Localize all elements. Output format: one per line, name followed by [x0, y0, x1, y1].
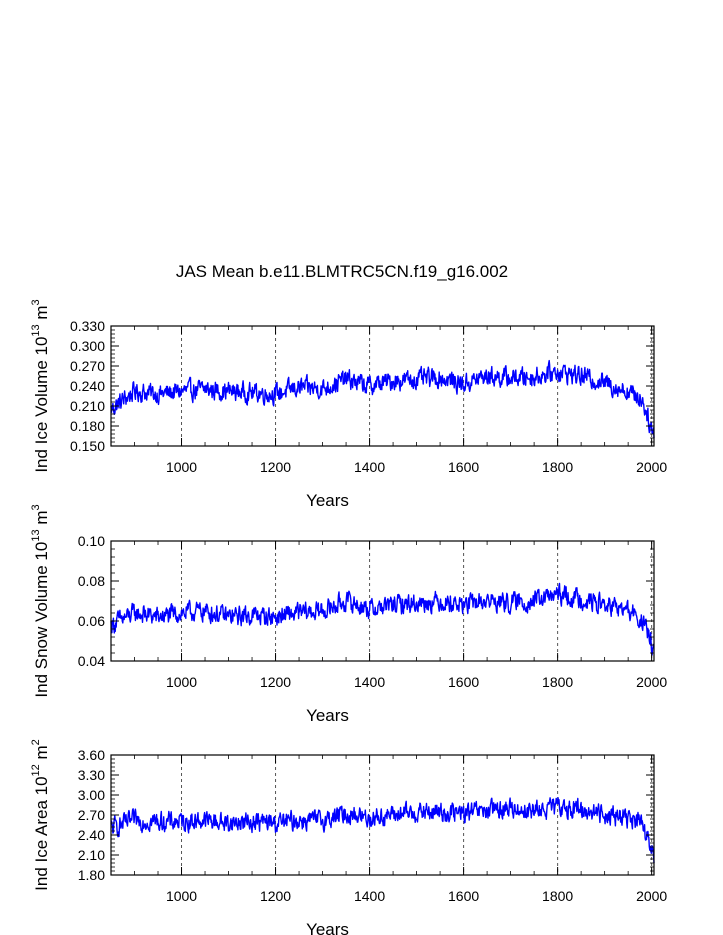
x-axis-title: Years: [306, 491, 349, 510]
series-line: [110, 797, 655, 864]
y-axis-title-unit: m: [32, 511, 51, 530]
y-tick-label: 0.240: [70, 378, 105, 394]
chart-title: JAS Mean b.e11.BLMTRC5CN.f19_g16.002: [176, 262, 508, 281]
series-line: [110, 582, 655, 656]
x-tick-label: 1200: [260, 674, 291, 690]
y-tick-label: 2.40: [78, 827, 105, 843]
y-tick-label: 1.80: [78, 867, 105, 883]
y-tick-label: 0.08: [78, 573, 105, 589]
x-tick-label: 1600: [448, 459, 479, 475]
x-tick-label: 1400: [354, 459, 385, 475]
x-tick-label: 1800: [542, 459, 573, 475]
x-tick-label: 1200: [260, 459, 291, 475]
y-axis-title-exponent: 13: [30, 324, 42, 336]
y-tick-label: 0.10: [78, 533, 105, 549]
x-tick-label: 1200: [260, 888, 291, 904]
y-axis-title-text: Ind Ice Volume 10: [32, 337, 51, 473]
y-axis-title-unit: m: [32, 745, 51, 764]
y-tick-label: 2.10: [78, 847, 105, 863]
x-axis-title: Years: [306, 920, 349, 935]
y-axis-title-text: Ind Snow Volume 10: [32, 542, 51, 698]
y-tick-label: 3.30: [78, 767, 105, 783]
series-line: [110, 359, 655, 439]
y-tick-label: 0.300: [70, 338, 105, 354]
x-tick-label: 2000: [636, 674, 667, 690]
y-tick-label: 0.04: [78, 653, 105, 669]
y-tick-label: 0.330: [70, 318, 105, 334]
y-tick-label: 0.150: [70, 438, 105, 454]
x-tick-label: 1400: [354, 674, 385, 690]
plot-frame: [110, 540, 655, 662]
x-tick-label: 1600: [448, 674, 479, 690]
y-axis-title-unit-exponent: 3: [30, 504, 42, 510]
y-axis-title: Ind Ice Area 1012 m2: [30, 739, 51, 891]
y-axis-title: Ind Snow Volume 1013 m3: [30, 504, 51, 697]
x-tick-label: 1000: [166, 459, 197, 475]
x-tick-label: 1000: [166, 674, 197, 690]
y-tick-label: 3.00: [78, 787, 105, 803]
x-tick-label: 1400: [354, 888, 385, 904]
y-tick-label: 0.180: [70, 418, 105, 434]
y-axis-title-text: Ind Ice Area 10: [32, 776, 51, 890]
chart-panel-2: 0.04 0.06 0.08 0.10 1000 1200 1400 1600 1800 2000…: [30, 504, 667, 725]
y-tick-label: 0.06: [78, 613, 105, 629]
y-tick-label: 2.70: [78, 807, 105, 823]
x-tick-label: 1000: [166, 888, 197, 904]
y-tick-label: 0.210: [70, 398, 105, 414]
y-axis-title: Ind Ice Volume 1013 m3: [30, 299, 51, 472]
y-tick-label: 0.270: [70, 358, 105, 374]
x-tick-label: 2000: [636, 888, 667, 904]
y-axis-title-exponent: 12: [30, 764, 42, 776]
x-axis-title: Years: [306, 706, 349, 725]
chart-panel-3: 1.80 2.10 2.40 2.70 3.00 3.30 3.60 1000 1200 1400…: [30, 739, 667, 935]
y-axis-title-exponent: 13: [30, 529, 42, 541]
x-tick-label: 1800: [542, 888, 573, 904]
x-tick-label: 2000: [636, 459, 667, 475]
y-axis-title-unit-exponent: 2: [30, 739, 42, 745]
y-axis-title-unit: m: [32, 305, 51, 324]
x-tick-label: 1800: [542, 674, 573, 690]
chart-panel-1: 0.150 0.180 0.210 0.240 0.270 0.300 0.330 1000 1…: [30, 299, 667, 510]
y-tick-label: 3.60: [78, 747, 105, 763]
x-tick-label: 1600: [448, 888, 479, 904]
y-axis-title-unit-exponent: 3: [30, 299, 42, 305]
